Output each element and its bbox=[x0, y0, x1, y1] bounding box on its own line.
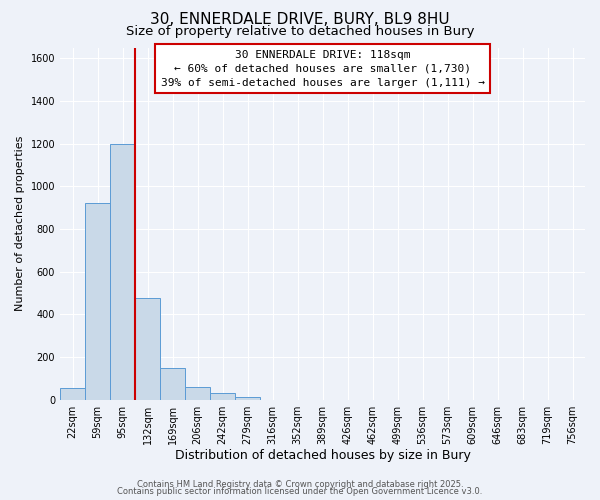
Bar bbox=[85, 204, 110, 400]
Bar bbox=[160, 368, 185, 400]
Text: Contains public sector information licensed under the Open Government Licence v3: Contains public sector information licen… bbox=[118, 488, 482, 496]
Text: 30, ENNERDALE DRIVE, BURY, BL9 8HU: 30, ENNERDALE DRIVE, BURY, BL9 8HU bbox=[150, 12, 450, 28]
Bar bbox=[185, 387, 210, 400]
Text: Contains HM Land Registry data © Crown copyright and database right 2025.: Contains HM Land Registry data © Crown c… bbox=[137, 480, 463, 489]
Bar bbox=[210, 394, 235, 400]
Text: 30 ENNERDALE DRIVE: 118sqm
← 60% of detached houses are smaller (1,730)
39% of s: 30 ENNERDALE DRIVE: 118sqm ← 60% of deta… bbox=[161, 50, 485, 88]
Y-axis label: Number of detached properties: Number of detached properties bbox=[15, 136, 25, 312]
Text: Size of property relative to detached houses in Bury: Size of property relative to detached ho… bbox=[126, 25, 474, 38]
Bar bbox=[110, 144, 135, 400]
Bar bbox=[60, 388, 85, 400]
Bar bbox=[135, 298, 160, 400]
X-axis label: Distribution of detached houses by size in Bury: Distribution of detached houses by size … bbox=[175, 450, 470, 462]
Bar bbox=[235, 396, 260, 400]
